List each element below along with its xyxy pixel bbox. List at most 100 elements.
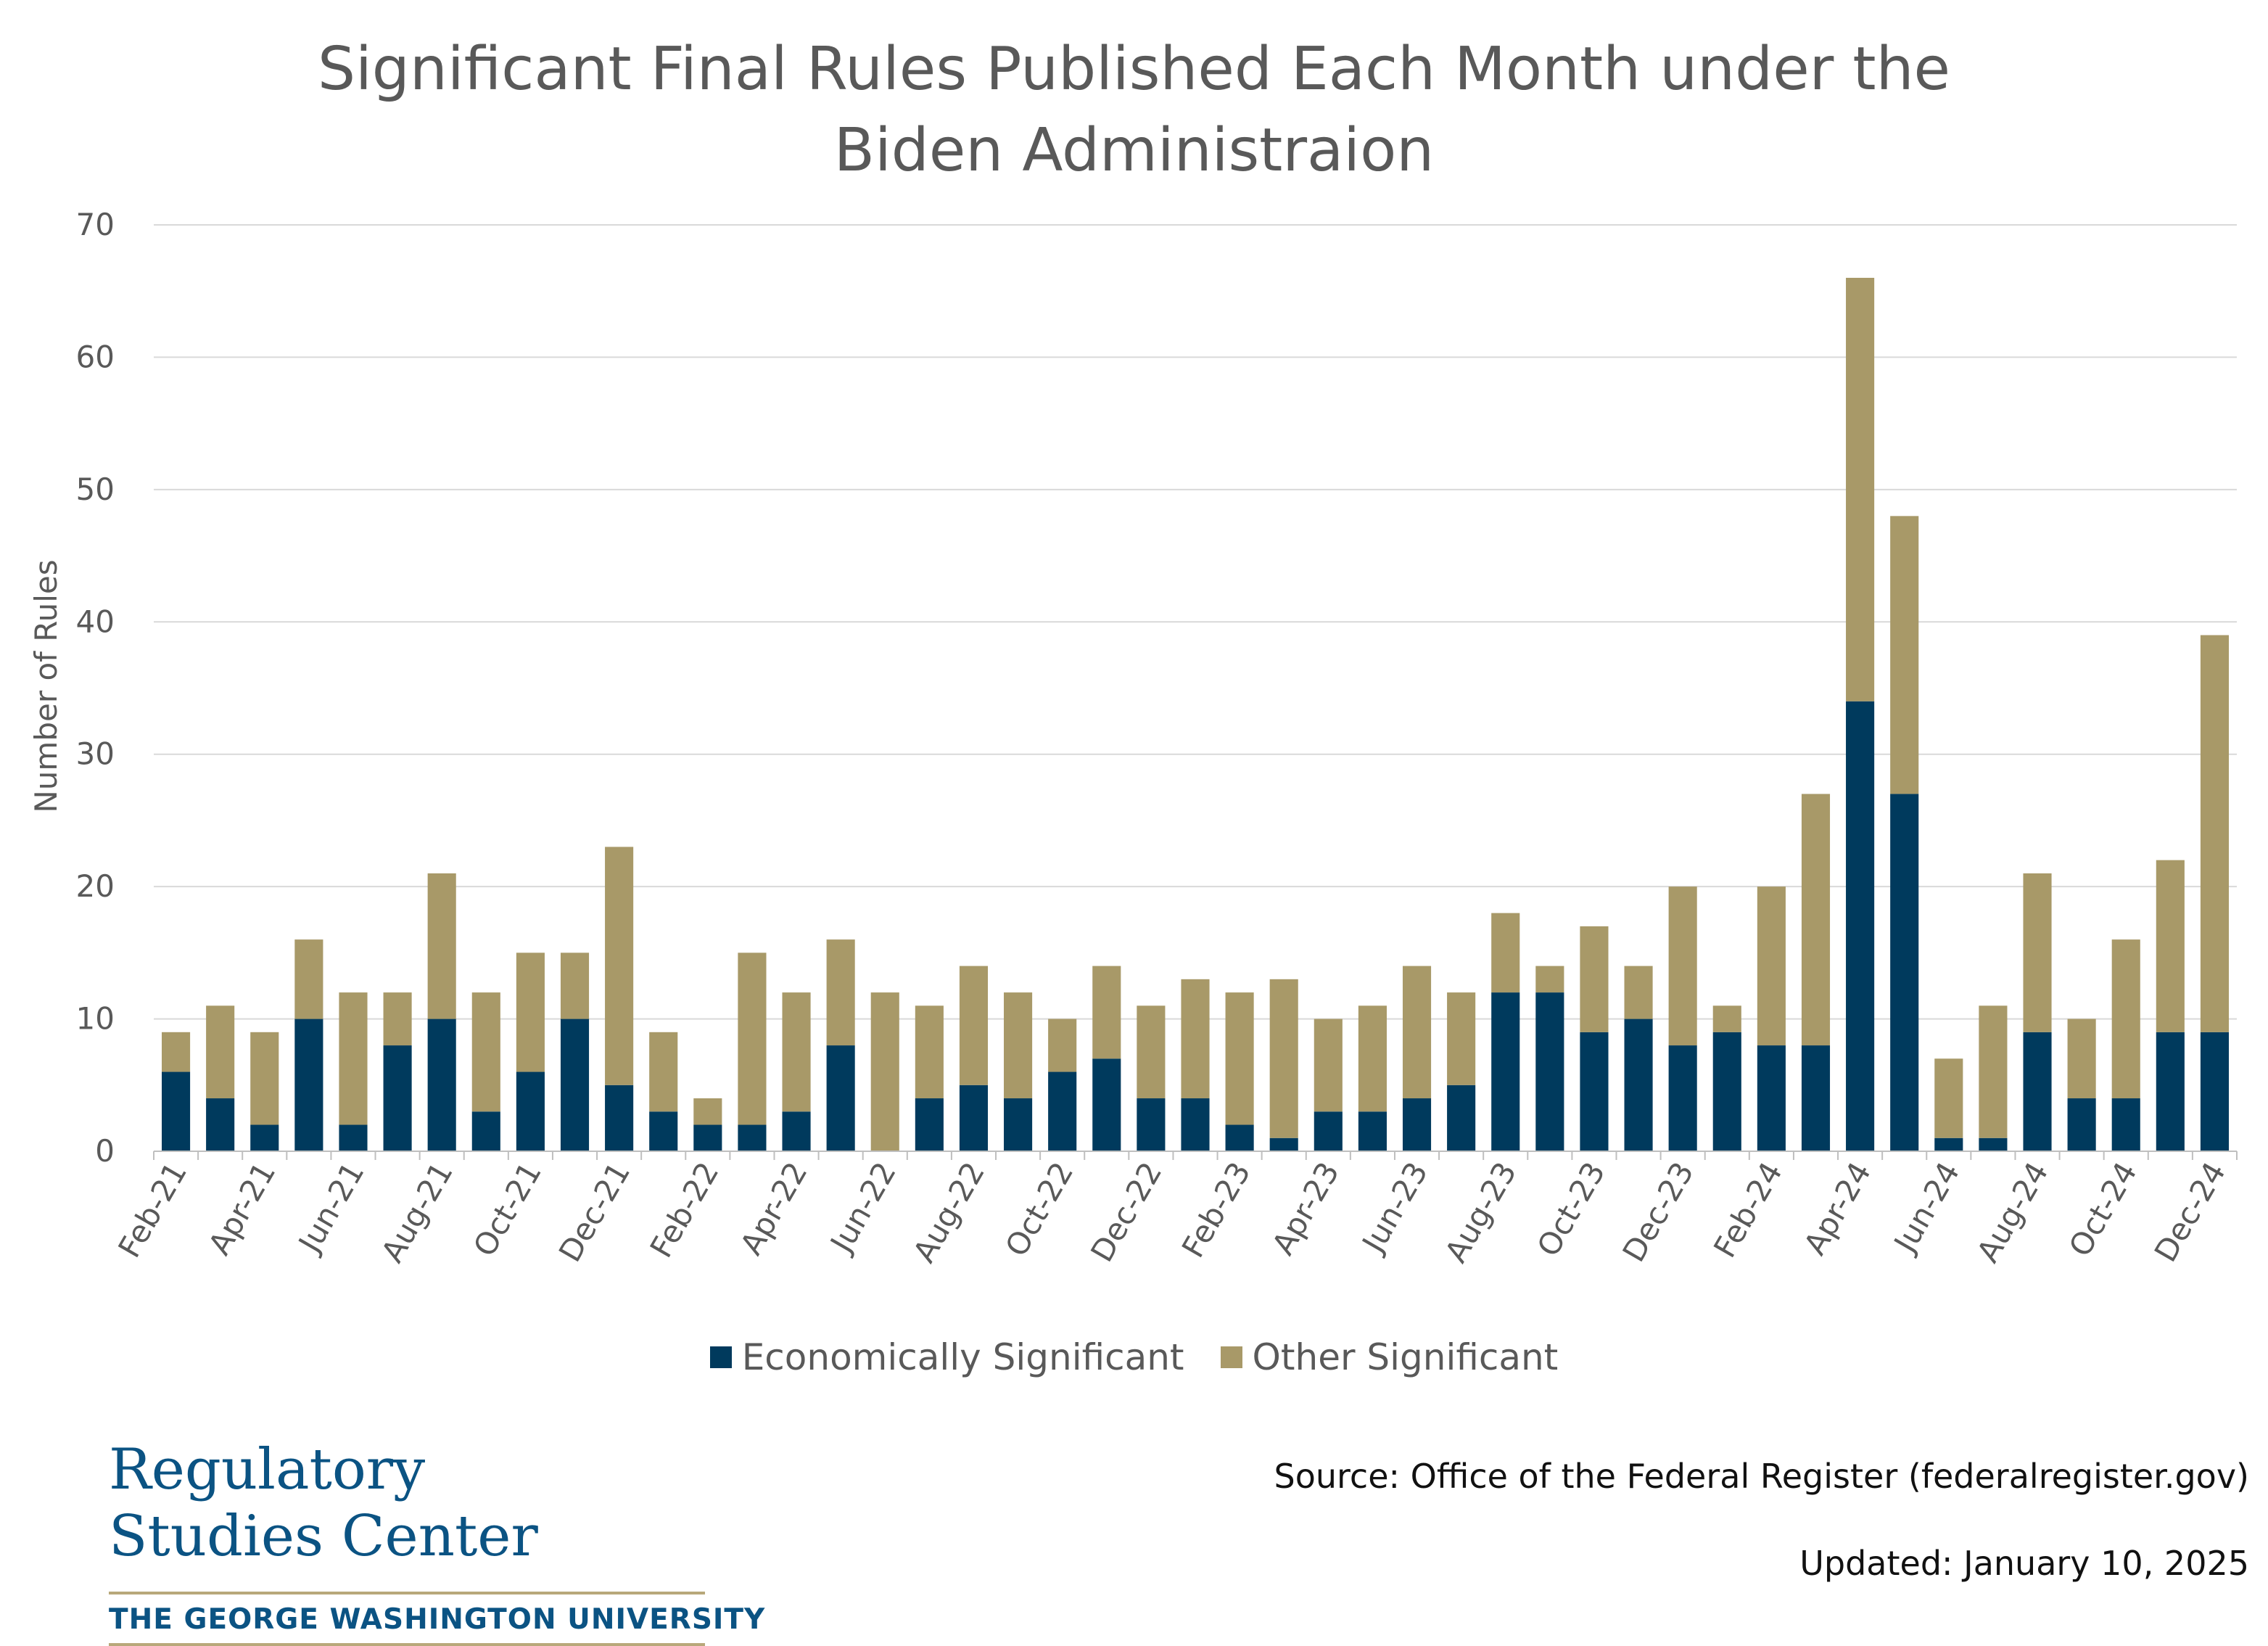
y-tick-label: 40 [76, 604, 115, 639]
x-tick-label: Oct-22 [998, 1156, 1080, 1263]
source-note: Source: Office of the Federal Register (… [1274, 1457, 2249, 1496]
bar-segment-other-significant [1048, 1019, 1077, 1072]
bar-segment-other-significant [738, 952, 767, 1125]
bar-segment-other-significant [1314, 1019, 1343, 1112]
bar-segment-economically-significant [1846, 701, 1875, 1151]
bar-segment-other-significant [693, 1098, 722, 1125]
chart-title-line-2: Biden Administraion [833, 116, 1435, 185]
x-tick-label: Feb-22 [643, 1156, 726, 1264]
bar-segment-economically-significant [294, 1019, 323, 1151]
legend-item-other-significant: Other Significant [1220, 1336, 1559, 1378]
bar-segment-other-significant [1979, 1005, 2008, 1138]
bar-segment-other-significant [2067, 1019, 2096, 1099]
bar-segment-other-significant [471, 992, 500, 1112]
bar-segment-other-significant [1225, 992, 1254, 1125]
bar-segment-other-significant [1846, 277, 1875, 701]
logo-university-name: THE GEORGE WASHINGTON UNIVERSITY [109, 1603, 766, 1636]
x-tick-label: Dec-24 [2148, 1156, 2232, 1268]
bar-segment-economically-significant [2200, 1032, 2230, 1151]
bar-segment-other-significant [1447, 992, 1476, 1085]
x-tick-label: Feb-23 [1175, 1156, 1258, 1264]
regulatory-studies-center-logo: Regulatory Studies Center THE GEORGE WAS… [109, 1436, 766, 1646]
bar-segment-economically-significant [915, 1098, 944, 1151]
bar-segment-economically-significant [1447, 1085, 1476, 1151]
y-tick-label: 70 [76, 207, 115, 242]
bar-segment-other-significant [870, 992, 899, 1151]
y-tick-label: 50 [76, 472, 115, 507]
bar-segment-other-significant [1358, 1005, 1387, 1112]
bar-segment-economically-significant [339, 1124, 368, 1151]
grid-lines [154, 224, 2237, 1020]
updated-note: Updated: January 10, 2025 [1799, 1544, 2249, 1583]
bar-segment-other-significant [516, 952, 545, 1072]
bar-segment-economically-significant [1934, 1137, 1963, 1151]
bar-segment-economically-significant [1004, 1098, 1033, 1151]
bar-segment-economically-significant [1181, 1098, 1210, 1151]
y-tick-label: 30 [76, 736, 115, 772]
bar-segment-economically-significant [1668, 1045, 1697, 1151]
legend: Economically Significant Other Significa… [0, 1336, 2268, 1378]
y-axis-title: Number of Rules [28, 559, 64, 812]
bar-segment-economically-significant [2067, 1098, 2096, 1151]
bar-segment-economically-significant [206, 1098, 235, 1151]
x-tick-label: Aug-24 [1970, 1156, 2055, 1269]
bar-segment-other-significant [1890, 516, 1919, 794]
x-tick-label: Apr-23 [1265, 1156, 1346, 1262]
logo-line-2: Studies Center [109, 1504, 538, 1569]
x-tick-label: Jun-24 [1886, 1156, 1966, 1260]
bar-segment-other-significant [1491, 913, 1520, 993]
bar-segment-economically-significant [383, 1045, 412, 1151]
bar-segment-economically-significant [560, 1019, 590, 1151]
bar-segment-other-significant [1004, 992, 1033, 1099]
bar-segment-economically-significant [2111, 1098, 2140, 1151]
x-tick-label: Jun-21 [291, 1156, 371, 1260]
bar-segment-economically-significant [1580, 1032, 1609, 1151]
x-tick-label: Dec-22 [1084, 1156, 1168, 1268]
x-tick-label: Aug-22 [906, 1156, 991, 1269]
bar-segment-economically-significant [2156, 1032, 2185, 1151]
x-tick-label: Dec-23 [1615, 1156, 1700, 1268]
x-tick-label: Apr-24 [1797, 1156, 1879, 1262]
logo-line-1: Regulatory [109, 1437, 426, 1502]
bar-segment-economically-significant [738, 1124, 767, 1151]
bar-segment-economically-significant [826, 1045, 855, 1151]
y-tick-label: 60 [76, 339, 115, 374]
bar-segment-economically-significant [1225, 1124, 1254, 1151]
bar-segment-other-significant [206, 1005, 235, 1099]
bar-segment-other-significant [1181, 979, 1210, 1099]
bar-segment-other-significant [2111, 939, 2140, 1099]
bar-segment-economically-significant [693, 1124, 722, 1151]
x-tick-label: Oct-23 [1530, 1156, 1612, 1263]
legend-label-economically-significant: Economically Significant [741, 1336, 1184, 1378]
bar-segment-other-significant [1624, 966, 1653, 1019]
bar-segment-economically-significant [250, 1124, 279, 1151]
bar-segment-other-significant [383, 992, 412, 1046]
bar-segment-economically-significant [605, 1085, 634, 1151]
bar-segment-other-significant [250, 1032, 279, 1125]
bar-segment-economically-significant [1624, 1019, 1653, 1151]
bar-segment-other-significant [1137, 1005, 1166, 1099]
bar-segment-other-significant [1269, 979, 1298, 1138]
chart-title-line-1: Significant Final Rules Published Each M… [317, 35, 1951, 104]
y-tick-label: 0 [95, 1133, 115, 1169]
x-tick-label: Apr-22 [733, 1156, 815, 1262]
bar-segment-economically-significant [1402, 1098, 1432, 1151]
logo-divider-top [109, 1592, 705, 1594]
bar-segment-other-significant [1535, 966, 1564, 993]
bar-segment-other-significant [1801, 794, 1831, 1046]
x-tick-label: Aug-23 [1438, 1156, 1524, 1269]
legend-label-other-significant: Other Significant [1252, 1336, 1559, 1378]
y-tick-label: 20 [76, 868, 115, 904]
bar-segment-economically-significant [1048, 1071, 1077, 1151]
bar-segment-other-significant [560, 952, 590, 1019]
bar-segment-other-significant [1580, 926, 1609, 1032]
bar-segment-other-significant [1092, 966, 1121, 1059]
bar-segment-other-significant [1934, 1058, 1963, 1138]
bar-segment-other-significant [2156, 860, 2185, 1032]
bar-segment-other-significant [782, 992, 811, 1112]
bar-segment-economically-significant [1757, 1045, 1786, 1151]
chart-title: Significant Final Rules Published Each M… [0, 29, 2268, 192]
legend-swatch-economically-significant [709, 1346, 732, 1368]
bar-segment-economically-significant [1092, 1058, 1121, 1151]
